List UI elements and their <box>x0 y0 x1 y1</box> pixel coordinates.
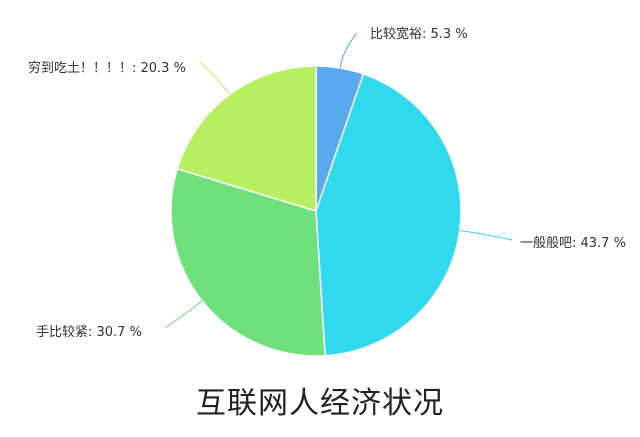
leader-line-2 <box>164 300 203 329</box>
pie-slice-2 <box>170 167 326 357</box>
leader-line-1 <box>459 230 513 241</box>
slice-label-2: 手比较紧: 30.7 % <box>36 325 142 340</box>
pie-slice-3 <box>176 65 317 213</box>
leader-line-3 <box>199 61 231 95</box>
slice-label-0: 比较宽裕: 5.3 % <box>370 27 468 42</box>
slice-label-3: 穷到吃土！！！！: 20.3 % <box>28 61 186 76</box>
slice-label-1: 一般般吧: 43.7 % <box>520 236 626 251</box>
leader-line-0 <box>339 32 358 69</box>
chart-title: 互联网人经济状况 <box>196 386 444 421</box>
